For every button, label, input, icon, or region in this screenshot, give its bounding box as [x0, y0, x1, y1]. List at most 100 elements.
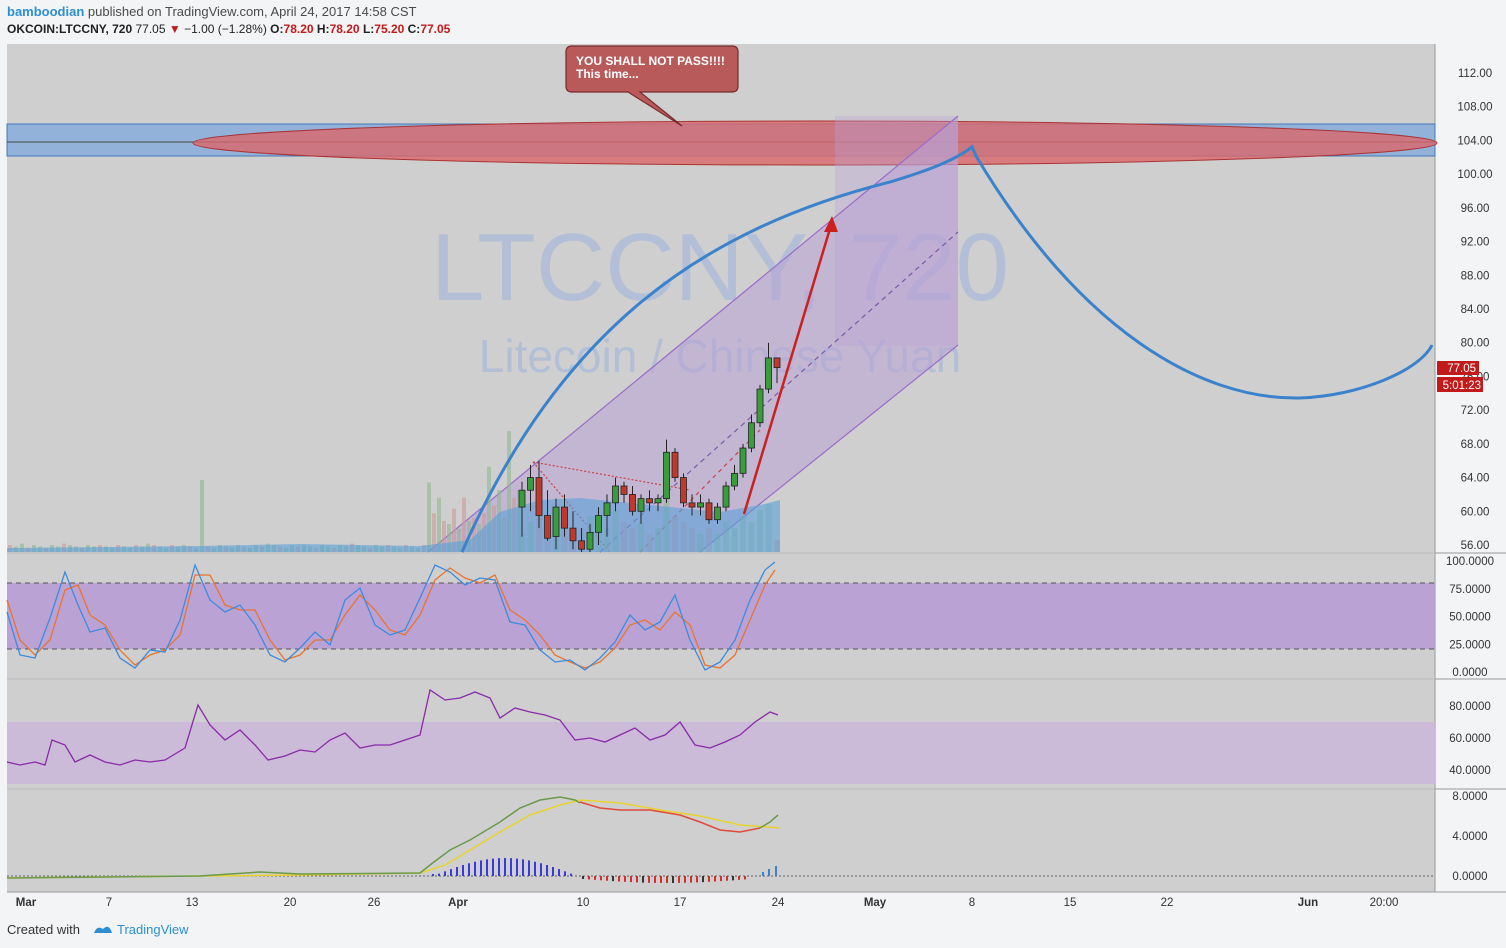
- volume-bar: [432, 513, 436, 552]
- candle[interactable]: [620, 485, 628, 495]
- price-tick-label: 80.00: [1461, 338, 1490, 350]
- macd-hist-bar: [648, 876, 650, 883]
- volume-bar: [487, 466, 491, 552]
- price-tick-label: 68.00: [1461, 439, 1490, 451]
- stoch-tick-label: 0.0000: [1452, 667, 1487, 679]
- macd-line[interactable]: [579, 801, 761, 833]
- forecast-curve[interactable]: [460, 144, 1434, 553]
- macd-hist-bar: [516, 858, 518, 876]
- candle[interactable]: [731, 472, 738, 487]
- candle[interactable]: [654, 498, 662, 504]
- candle[interactable]: [671, 451, 679, 478]
- candle[interactable]: [714, 506, 721, 521]
- candle[interactable]: [637, 498, 645, 512]
- rsi-band: [7, 722, 1435, 784]
- last-price: 77.05: [135, 22, 166, 36]
- candle[interactable]: [535, 477, 543, 516]
- candle[interactable]: [561, 506, 568, 529]
- candle[interactable]: [518, 489, 526, 508]
- macd-hist-bar: [450, 869, 452, 876]
- candle[interactable]: [680, 477, 687, 504]
- macd-hist-bar: [738, 876, 740, 880]
- macd-hist-bar: [690, 876, 692, 883]
- volume-bar: [507, 431, 511, 552]
- macd-hist-bar: [498, 858, 500, 876]
- stoch-d-line[interactable]: [6, 567, 776, 669]
- candle[interactable]: [612, 485, 619, 504]
- volume-bar: [452, 508, 456, 552]
- macd-signal-line[interactable]: [6, 799, 781, 879]
- macd-hist-bar: [642, 876, 644, 883]
- candle[interactable]: [705, 502, 713, 521]
- symbol-name: OKCOIN:LTCCNY, 720: [7, 22, 133, 36]
- candle[interactable]: [663, 451, 670, 500]
- macd-hist-bar: [666, 876, 668, 883]
- macd-hist-bar: [504, 858, 506, 876]
- price-tick-label: 92.00: [1461, 237, 1490, 249]
- volume-bar: [437, 497, 441, 552]
- macd-hist-bar: [468, 863, 470, 876]
- candle[interactable]: [739, 447, 747, 474]
- macd-hist-bar: [702, 876, 704, 883]
- candle[interactable]: [552, 506, 560, 537]
- price-tick-label: 88.00: [1461, 270, 1490, 282]
- macd-hist-bar: [474, 861, 476, 876]
- price-tick-label: 60.00: [1461, 506, 1490, 518]
- macd-hist-bar: [570, 873, 572, 876]
- time-axis[interactable]: Mar 7 13 20 26 Apr 10 17 24 May 8 15 22 Jun 20:00: [16, 897, 1399, 909]
- rsi-tick-label: 80.0000: [1449, 701, 1491, 713]
- candle[interactable]: [756, 388, 764, 424]
- stoch-tick-label: 100.0000: [1446, 556, 1494, 568]
- tradingview-brand[interactable]: TradingView: [117, 922, 189, 937]
- candle[interactable]: [544, 515, 551, 539]
- macd-hist-bar: [708, 876, 710, 882]
- candle[interactable]: [629, 494, 636, 512]
- candle[interactable]: [688, 502, 696, 508]
- stoch-k-line[interactable]: [6, 561, 776, 671]
- time-tick-label: 8: [969, 897, 975, 909]
- macd-hist-bar: [732, 876, 734, 881]
- volume-bar: [200, 480, 204, 552]
- candle[interactable]: [578, 540, 585, 550]
- author-name[interactable]: bamboodian: [7, 4, 85, 19]
- candle[interactable]: [569, 527, 577, 542]
- macd-recovery-line[interactable]: [759, 814, 779, 829]
- candle[interactable]: [595, 515, 602, 533]
- time-tick-label: Jun: [1298, 897, 1318, 909]
- macd-line-green[interactable]: [6, 796, 581, 879]
- price-change: −1.00 (−1.28%): [184, 22, 267, 36]
- candle[interactable]: [773, 357, 781, 368]
- callout-bubble[interactable]: [565, 45, 739, 127]
- close-value: 77.05: [420, 22, 451, 36]
- macd-hist-bar: [696, 876, 698, 883]
- macd-hist-bar: [762, 872, 764, 876]
- target-arrow[interactable]: [742, 221, 834, 515]
- candle[interactable]: [748, 422, 755, 449]
- macd-hist-bar: [624, 876, 626, 882]
- candle[interactable]: [527, 477, 534, 491]
- macd-hist-bar: [492, 858, 494, 876]
- time-tick-label: 20: [284, 897, 297, 909]
- candle[interactable]: [765, 357, 772, 390]
- candle[interactable]: [603, 502, 611, 516]
- price-tick-label: 64.00: [1461, 473, 1490, 485]
- macd-hist-bar: [486, 859, 488, 876]
- rsi-line[interactable]: [6, 688, 779, 766]
- candle[interactable]: [697, 502, 704, 508]
- macd-hist-bar: [432, 874, 434, 876]
- time-tick-label: 24: [772, 897, 785, 909]
- time-tick-label: 13: [186, 897, 199, 909]
- price-tick-label: 96.00: [1461, 203, 1490, 215]
- candle[interactable]: [646, 498, 653, 504]
- price-tick-label: 56.00: [1461, 540, 1490, 552]
- candle[interactable]: [722, 485, 730, 508]
- macd-hist-bar: [744, 876, 746, 880]
- candle[interactable]: [586, 531, 594, 550]
- macd-hist-bar: [636, 876, 638, 883]
- channel-median-line[interactable]: [599, 231, 959, 553]
- macd-hist-bar: [672, 876, 674, 883]
- rsi-tick-label: 40.0000: [1449, 765, 1491, 777]
- resistance-ellipse[interactable]: [192, 120, 1438, 166]
- price-axis[interactable]: [1435, 44, 1506, 892]
